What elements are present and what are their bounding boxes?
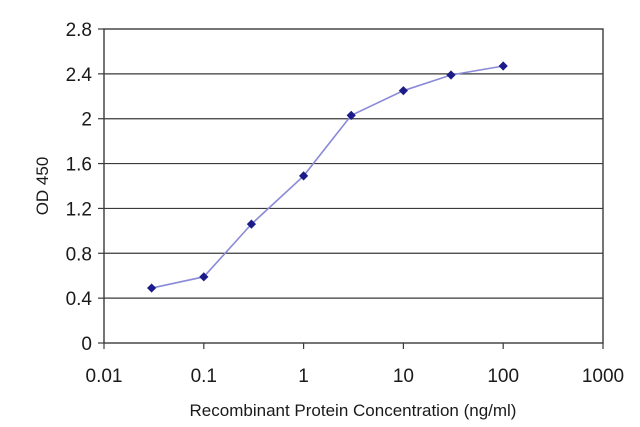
y-tick-label-4: 1.6 [66, 155, 92, 176]
plot-area [103, 28, 604, 344]
data-point-7 [498, 61, 508, 71]
y-axis-ticks: 0 0.4 0.8 1.2 1.6 2 2.4 2.8 [66, 20, 104, 355]
data-series [147, 61, 508, 293]
x-tick-label-3: 10 [393, 366, 414, 387]
y-tick-label-3: 1.2 [66, 199, 92, 220]
x-tick-label-4: 100 [487, 366, 519, 387]
data-point-5 [398, 86, 408, 96]
y-tick-label-2: 0.8 [66, 244, 92, 265]
x-axis-title: Recombinant Protein Concentration (ng/ml… [190, 401, 517, 420]
data-point-4 [346, 110, 356, 120]
data-point-0 [147, 283, 157, 293]
data-point-6 [446, 70, 456, 80]
data-point-2 [246, 219, 257, 229]
data-point-3 [299, 171, 309, 181]
x-tick-label-1: 0.1 [191, 366, 217, 387]
y-tick-label-7: 2.8 [66, 20, 92, 41]
y-tick-label-0: 0 [81, 334, 92, 355]
data-point-1 [199, 272, 209, 282]
y-tick-label-1: 0.4 [66, 289, 93, 310]
y-axis-title: OD 450 [33, 157, 52, 216]
x-axis-ticks: 0.01 0.1 1 10 100 1000 [86, 343, 624, 387]
x-tick-label-2: 1 [298, 366, 309, 387]
y-tick-label-6: 2.4 [66, 65, 93, 86]
x-tick-label-0: 0.01 [86, 366, 123, 387]
x-tick-label-5: 1000 [582, 366, 624, 387]
gridlines [104, 73, 603, 299]
series-line-0 [151, 65, 504, 289]
y-tick-label-5: 2 [81, 110, 92, 131]
